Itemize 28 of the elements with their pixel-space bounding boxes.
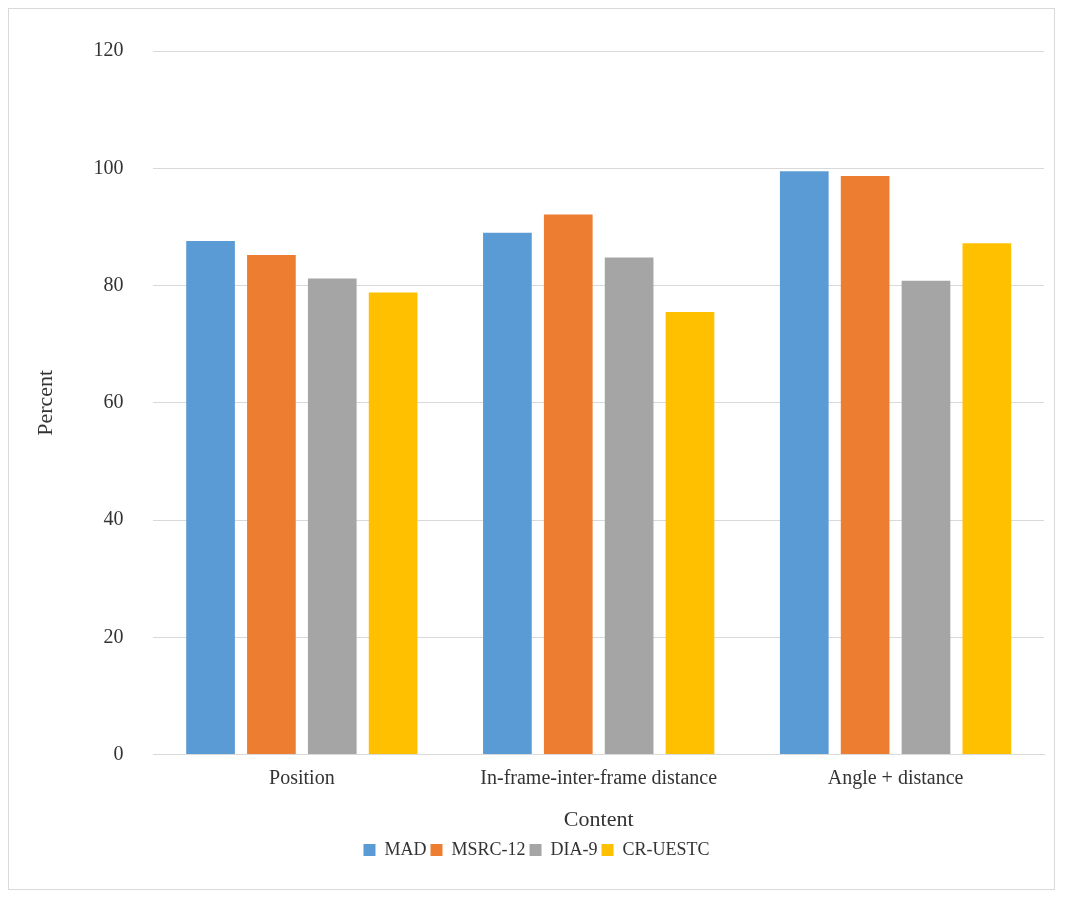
bar bbox=[307, 278, 357, 755]
bar bbox=[483, 232, 532, 755]
legend-label: DIA-9 bbox=[550, 838, 598, 859]
y-tick-label: 20 bbox=[103, 624, 124, 647]
bar bbox=[665, 311, 715, 755]
y-tick-label: 40 bbox=[103, 507, 124, 530]
legend-label: CR-UESTC bbox=[622, 838, 710, 859]
y-axis-title: Percent bbox=[31, 369, 57, 436]
legend-label: MSRC-12 bbox=[451, 838, 526, 859]
y-tick-label: 0 bbox=[113, 741, 124, 764]
bar bbox=[604, 257, 654, 755]
bar bbox=[962, 243, 1012, 755]
x-tick-label: Position bbox=[269, 765, 335, 788]
bar bbox=[901, 280, 951, 755]
x-axis-title: Content bbox=[563, 805, 634, 831]
x-tick-label: In-frame-inter-frame distance bbox=[480, 765, 718, 788]
y-tick-label: 60 bbox=[103, 390, 124, 413]
bar bbox=[247, 255, 296, 755]
bar bbox=[543, 214, 593, 755]
y-tick-label: 120 bbox=[93, 38, 124, 61]
x-tick-label: Angle + distance bbox=[827, 765, 964, 789]
bar bbox=[840, 175, 890, 755]
bar bbox=[779, 171, 829, 755]
y-tick-label: 100 bbox=[93, 155, 124, 178]
legend-label: MAD bbox=[384, 838, 427, 859]
bar bbox=[368, 292, 418, 755]
bar bbox=[186, 240, 235, 755]
y-tick-label: 80 bbox=[103, 272, 124, 295]
